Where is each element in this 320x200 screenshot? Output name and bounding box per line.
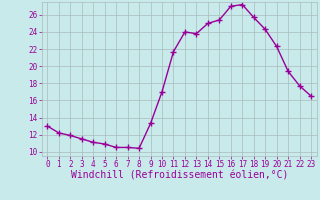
X-axis label: Windchill (Refroidissement éolien,°C): Windchill (Refroidissement éolien,°C)	[70, 171, 288, 181]
